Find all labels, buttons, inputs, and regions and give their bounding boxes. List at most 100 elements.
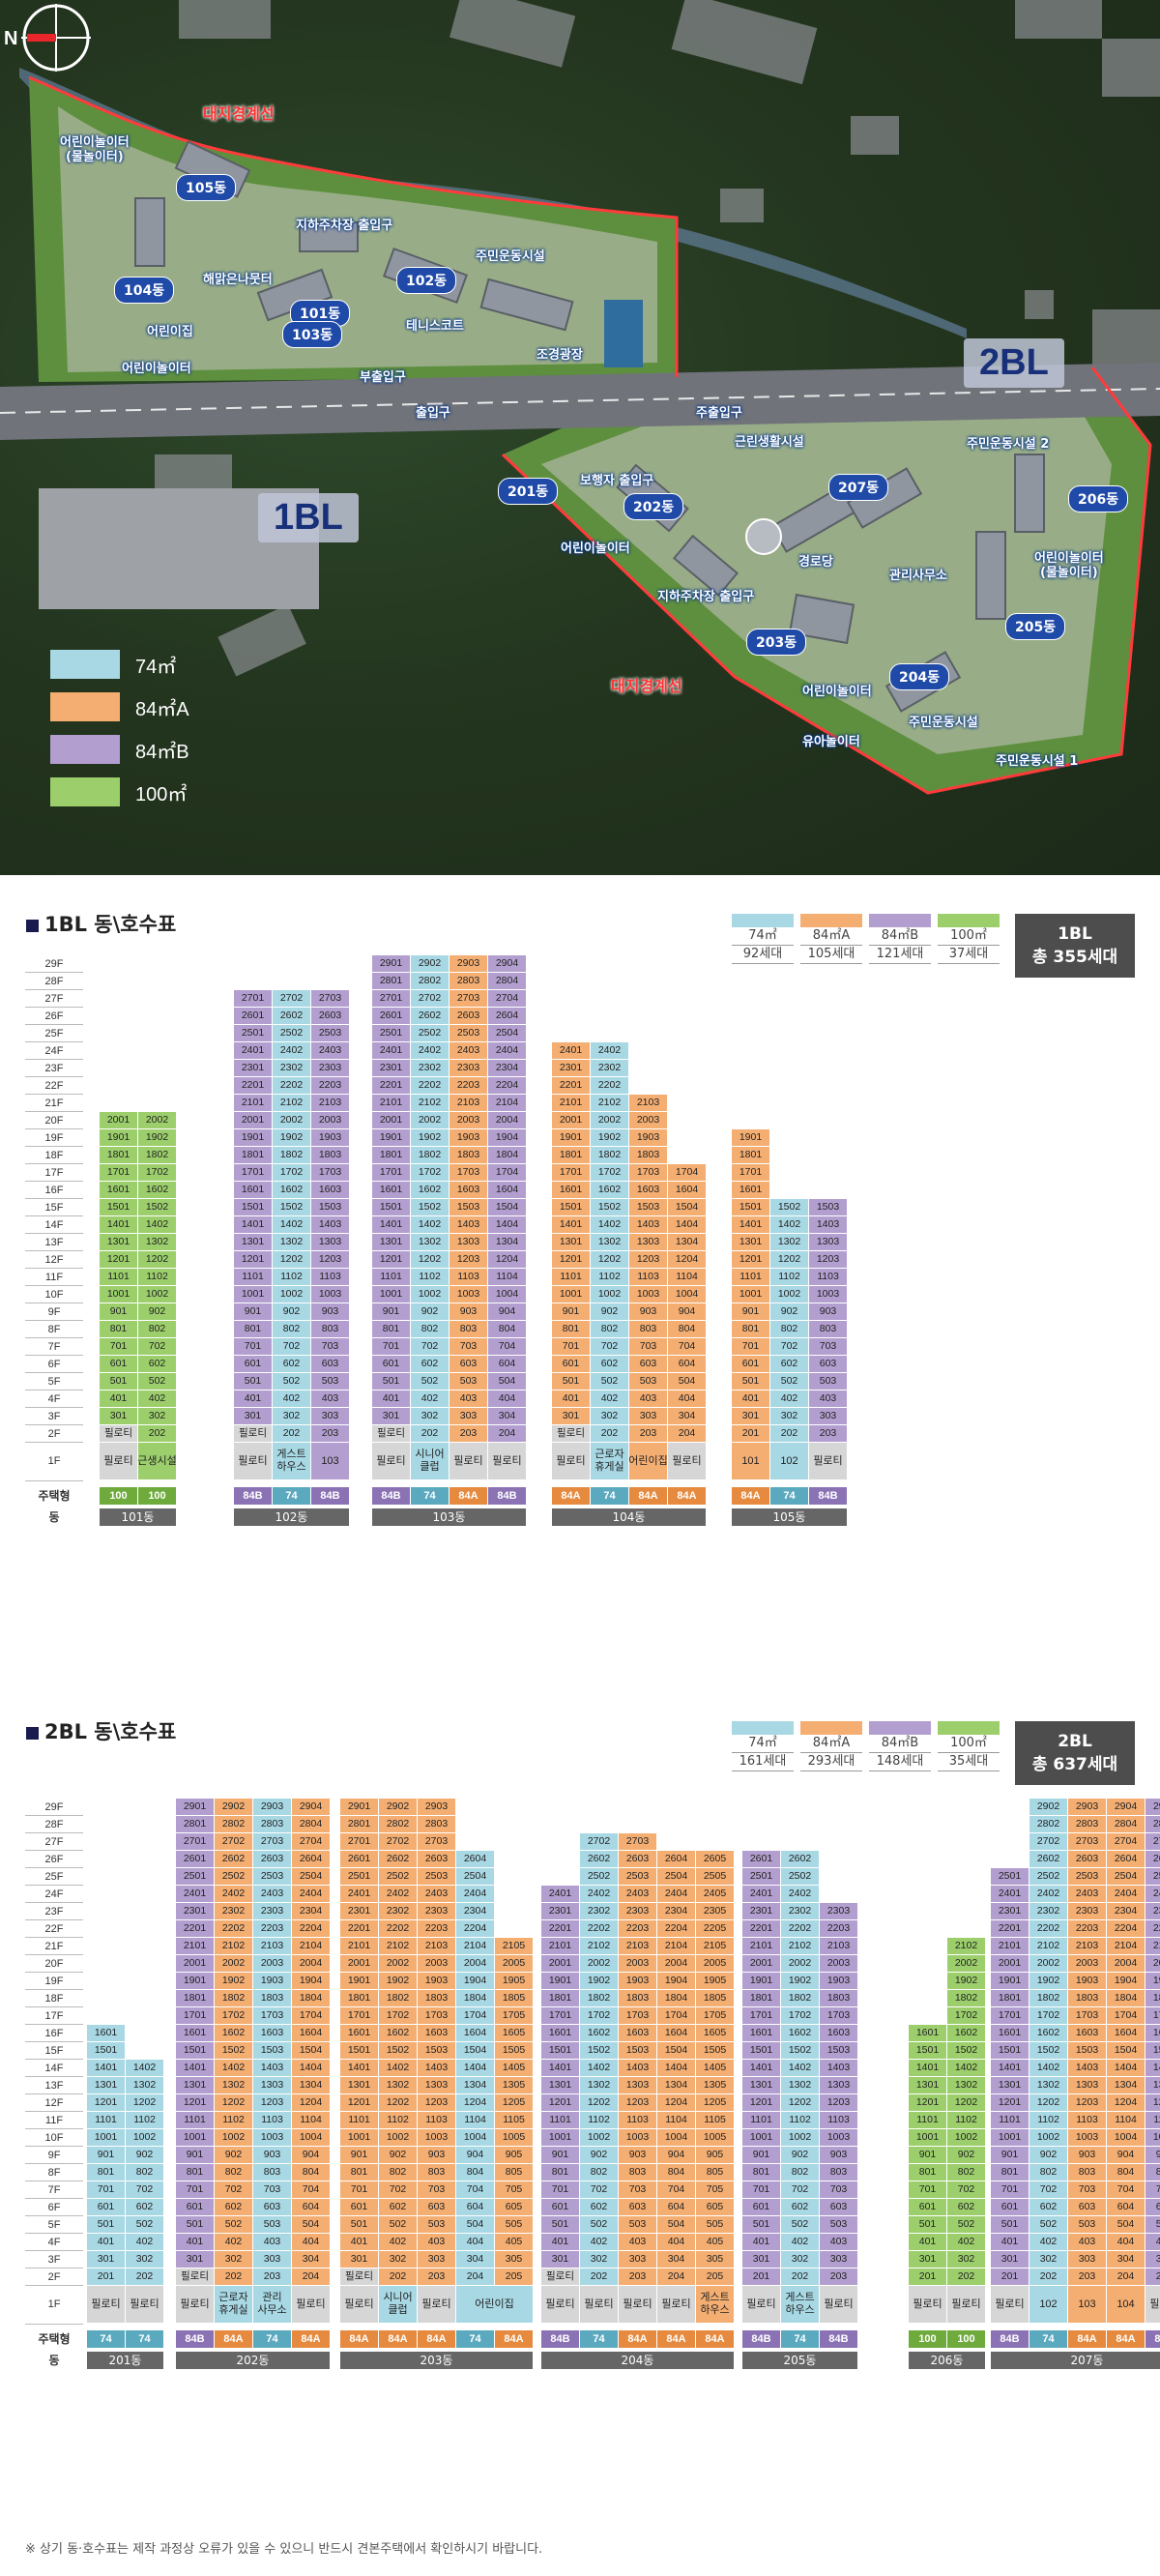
unit-cell: 303 <box>311 1408 349 1424</box>
unit-cell: 302 <box>781 2251 819 2268</box>
unit-cell: 2403 <box>619 1886 656 1902</box>
unit-cell: 1801 <box>340 1990 378 2006</box>
unit-cell: 2002 <box>580 1955 618 1972</box>
floor-label: 22F <box>25 1077 83 1095</box>
unit-cell: 2503 <box>311 1025 349 1041</box>
unit-cell: 505 <box>495 2216 533 2233</box>
unit-cell: 302 <box>411 1408 449 1424</box>
unit-cell: 2701 <box>176 1833 214 1850</box>
unit-cell: 2001 <box>742 1955 780 1972</box>
unit-cell: 1101 <box>100 1269 137 1285</box>
unit-cell: 2401 <box>340 1886 378 1902</box>
unit-cell: 502 <box>580 2216 618 2233</box>
unit-cell: 2802 <box>379 1816 417 1832</box>
unit-cell: 2403 <box>1068 1886 1106 1902</box>
legend-unit-count: 121세대 <box>869 946 931 964</box>
unit-cell: 801 <box>732 1321 769 1337</box>
unit-cell: 2204 <box>292 1920 330 1937</box>
unit-cell: 302 <box>770 1408 808 1424</box>
unit-cell: 2002 <box>273 1112 310 1128</box>
unit-cell: 2002 <box>138 1112 176 1128</box>
unit-cell: 1304 <box>488 1234 526 1250</box>
unit-cell: 505 <box>1146 2216 1160 2233</box>
unit-cell: 1303 <box>629 1234 667 1250</box>
unit-cell-2f: 202 <box>781 2269 819 2285</box>
unit-cell: 2901 <box>372 955 410 972</box>
unit-cell: 301 <box>732 1408 769 1424</box>
unit-cell: 1101 <box>372 1269 410 1285</box>
unit-cell: 1101 <box>234 1269 272 1285</box>
unit-cell: 1503 <box>619 2042 656 2059</box>
unit-cell: 502 <box>1030 2216 1067 2233</box>
building-name-label: 202동 <box>176 2352 330 2369</box>
unit-cell: 803 <box>418 2164 455 2181</box>
unit-cell: 2802 <box>215 1816 252 1832</box>
unit-cell: 2302 <box>215 1903 252 1919</box>
unit-cell: 1702 <box>947 2007 985 2024</box>
unit-cell: 2401 <box>742 1886 780 1902</box>
floor-label: 5F <box>25 2216 83 2234</box>
unit-cell: 704 <box>292 2181 330 2198</box>
unit-cell: 1302 <box>781 2077 819 2093</box>
unit-cell-2f: 204 <box>292 2269 330 2285</box>
unit-cell: 1903 <box>253 1973 291 1989</box>
unit-cell-2f: 203 <box>311 1425 349 1442</box>
unit-cell: 2905 <box>1146 1799 1160 1815</box>
unit-cell: 1002 <box>770 1286 808 1303</box>
unit-cell: 1203 <box>629 1251 667 1268</box>
legend-item-100: 100㎡ 37세대 <box>938 914 1000 964</box>
unit-cell: 2402 <box>379 1886 417 1902</box>
unit-cell: 1001 <box>909 2129 946 2146</box>
unit-cell: 1702 <box>580 2007 618 2024</box>
unit-cell: 1403 <box>1068 2060 1106 2076</box>
unit-cell: 803 <box>809 1321 847 1337</box>
unit-cell: 404 <box>292 2234 330 2250</box>
unit-cell: 701 <box>541 2181 579 2198</box>
unit-cell: 1104 <box>292 2112 330 2128</box>
unit-type-label: 84A <box>215 2330 252 2348</box>
unit-type-label: 84B <box>176 2330 214 2348</box>
unit-cell: 602 <box>770 1356 808 1372</box>
unit-cell: 2503 <box>450 1025 487 1041</box>
unit-cell: 1101 <box>742 2112 780 2128</box>
unit-cell: 1002 <box>1030 2129 1067 2146</box>
unit-cell: 703 <box>619 2181 656 2198</box>
unit-cell: 2602 <box>215 1851 252 1867</box>
unit-cell: 2102 <box>591 1095 628 1111</box>
unit-cell: 401 <box>552 1390 590 1407</box>
unit-cell: 2302 <box>1030 1903 1067 1919</box>
unit-cell: 1001 <box>176 2129 214 2146</box>
unit-cell: 1801 <box>991 1990 1029 2006</box>
unit-cell: 1101 <box>541 2112 579 2128</box>
unit-cell: 1405 <box>495 2060 533 2076</box>
unit-cell: 401 <box>176 2234 214 2250</box>
unit-cell: 1203 <box>418 2094 455 2111</box>
unit-cell: 804 <box>488 1321 526 1337</box>
unit-cell-2f: 필로티 <box>234 1425 272 1442</box>
unit-cell-2f: 202 <box>273 1425 310 1442</box>
unit-cell: 1602 <box>947 2025 985 2041</box>
unit-cell: 2402 <box>273 1042 310 1059</box>
floor-label: 17F <box>25 1164 83 1182</box>
bl2-map-label: 2BL <box>964 338 1064 388</box>
unit-cell: 1803 <box>311 1147 349 1163</box>
unit-cell: 2402 <box>580 1886 618 1902</box>
unit-cell: 603 <box>253 2199 291 2215</box>
floor-label: 11F <box>25 2112 83 2129</box>
unit-cell-2f: 205 <box>495 2269 533 2285</box>
unit-cell: 1201 <box>176 2094 214 2111</box>
type-row-label: 주택형 <box>38 1489 71 1503</box>
unit-cell: 301 <box>87 2251 125 2268</box>
unit-cell: 901 <box>909 2147 946 2163</box>
unit-cell: 2005 <box>1146 1955 1160 1972</box>
unit-cell: 801 <box>991 2164 1029 2181</box>
unit-cell: 2602 <box>1030 1851 1067 1867</box>
unit-cell: 1802 <box>781 1990 819 2006</box>
unit-cell: 701 <box>176 2181 214 2198</box>
unit-cell-2f: 202 <box>947 2269 985 2285</box>
unit-cell: 1402 <box>947 2060 985 2076</box>
unit-cell: 1101 <box>909 2112 946 2128</box>
unit-cell: 1602 <box>580 2025 618 2041</box>
unit-cell: 2601 <box>340 1851 378 1867</box>
unit-cell: 1302 <box>947 2077 985 2093</box>
